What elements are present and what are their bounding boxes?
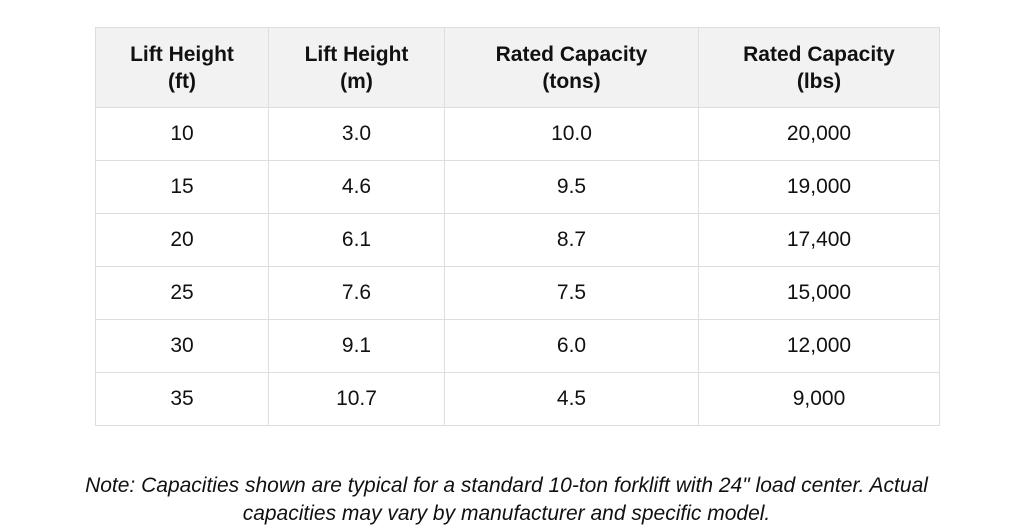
header-rated-capacity-lbs: Rated Capacity (lbs) bbox=[698, 27, 940, 108]
header-line: Rated Capacity bbox=[495, 42, 648, 66]
cell-lift-height-ft: 10 bbox=[95, 107, 269, 161]
cell-lift-height-ft: 20 bbox=[95, 213, 269, 267]
table-row: 15 4.6 9.5 19,000 bbox=[95, 160, 940, 214]
cell-lift-height-m: 4.6 bbox=[268, 160, 445, 214]
header-lift-height-m: Lift Height (m) bbox=[268, 27, 445, 108]
cell-capacity-lbs: 9,000 bbox=[698, 372, 940, 426]
cell-capacity-lbs: 12,000 bbox=[698, 319, 940, 373]
header-line: Rated Capacity bbox=[743, 42, 895, 66]
footnote-line-1: Note: Capacities shown are typical for a… bbox=[85, 474, 928, 497]
header-lift-height-ft: Lift Height (ft) bbox=[95, 27, 269, 108]
header-line: Lift Height bbox=[130, 42, 234, 66]
cell-capacity-lbs: 17,400 bbox=[698, 213, 940, 267]
cell-lift-height-ft: 35 bbox=[95, 372, 269, 426]
cell-lift-height-m: 3.0 bbox=[268, 107, 445, 161]
table-row: 30 9.1 6.0 12,000 bbox=[95, 319, 940, 373]
table-row: 35 10.7 4.5 9,000 bbox=[95, 372, 940, 426]
table-row: 25 7.6 7.5 15,000 bbox=[95, 266, 940, 320]
cell-capacity-tons: 4.5 bbox=[444, 372, 699, 426]
capacity-table: Lift Height (ft) Lift Height (m) Rated Cap… bbox=[95, 27, 940, 426]
table-header-row: Lift Height (ft) Lift Height (m) Rated Cap… bbox=[95, 27, 940, 108]
cell-capacity-lbs: 15,000 bbox=[698, 266, 940, 320]
header-unit: (ft) bbox=[168, 69, 196, 93]
table-row: 10 3.0 10.0 20,000 bbox=[95, 107, 940, 161]
footnote-line-2: capacities may vary by manufacturer and … bbox=[242, 502, 771, 525]
cell-capacity-tons: 8.7 bbox=[444, 213, 699, 267]
cell-lift-height-m: 9.1 bbox=[268, 319, 445, 373]
cell-capacity-lbs: 20,000 bbox=[698, 107, 940, 161]
header-unit: (m) bbox=[340, 69, 373, 93]
footnote: Note: Capacities shown are typical for a… bbox=[0, 472, 1013, 528]
cell-capacity-tons: 6.0 bbox=[444, 319, 699, 373]
cell-lift-height-ft: 25 bbox=[95, 266, 269, 320]
cell-lift-height-m: 7.6 bbox=[268, 266, 445, 320]
header-rated-capacity-tons: Rated Capacity (tons) bbox=[444, 27, 699, 108]
header-unit: (tons) bbox=[542, 69, 601, 93]
table-row: 20 6.1 8.7 17,400 bbox=[95, 213, 940, 267]
cell-lift-height-ft: 15 bbox=[95, 160, 269, 214]
cell-lift-height-ft: 30 bbox=[95, 319, 269, 373]
cell-lift-height-m: 6.1 bbox=[268, 213, 445, 267]
cell-capacity-tons: 7.5 bbox=[444, 266, 699, 320]
cell-capacity-tons: 10.0 bbox=[444, 107, 699, 161]
header-line: Lift Height bbox=[304, 42, 409, 66]
cell-lift-height-m: 10.7 bbox=[268, 372, 445, 426]
header-unit: (lbs) bbox=[796, 69, 842, 93]
cell-capacity-tons: 9.5 bbox=[444, 160, 699, 214]
cell-capacity-lbs: 19,000 bbox=[698, 160, 940, 214]
